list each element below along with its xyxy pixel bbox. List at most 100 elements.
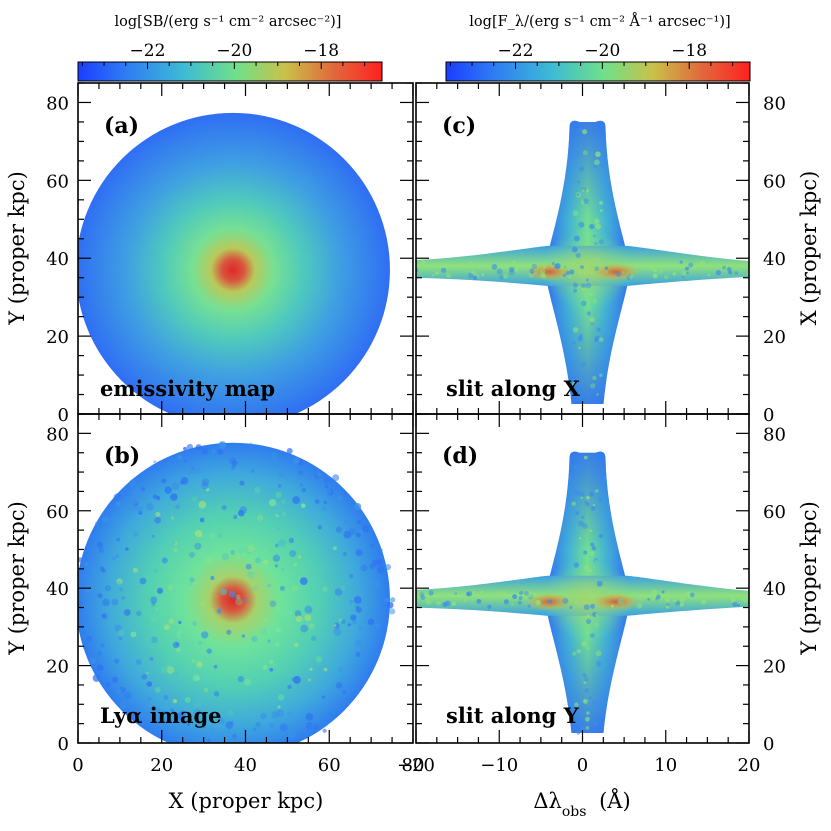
speckle bbox=[435, 600, 441, 606]
speckle bbox=[664, 275, 669, 280]
speckle bbox=[575, 511, 580, 515]
speckle bbox=[193, 536, 202, 545]
speckle bbox=[190, 466, 195, 471]
speckle bbox=[588, 529, 593, 533]
speckle bbox=[72, 617, 77, 622]
speckle bbox=[581, 515, 585, 519]
speckle bbox=[581, 374, 584, 378]
speckle bbox=[304, 605, 313, 614]
speckle bbox=[679, 260, 683, 264]
speckle bbox=[294, 642, 299, 647]
speckle bbox=[99, 566, 105, 571]
speckle bbox=[177, 454, 183, 460]
speckle bbox=[180, 476, 189, 485]
speckle bbox=[256, 514, 264, 521]
speckle bbox=[353, 596, 362, 604]
speckle bbox=[581, 362, 587, 368]
speckle bbox=[679, 593, 683, 597]
speckle bbox=[375, 623, 380, 628]
speckle bbox=[617, 598, 624, 605]
speckle bbox=[389, 597, 396, 603]
speckle bbox=[141, 674, 148, 680]
speckle bbox=[337, 495, 343, 501]
speckle bbox=[116, 537, 121, 542]
speckle bbox=[167, 584, 174, 591]
speckle bbox=[343, 530, 352, 539]
y-tick-label: 0 bbox=[763, 734, 774, 755]
speckle bbox=[379, 548, 384, 552]
x-axis-title-left: X (proper kpc) bbox=[169, 789, 324, 813]
speckle bbox=[577, 336, 583, 342]
speckle bbox=[279, 723, 288, 732]
panel-b-speckles bbox=[72, 441, 396, 753]
speckle bbox=[117, 629, 125, 637]
speckle bbox=[575, 252, 581, 258]
speckle bbox=[198, 640, 203, 645]
speckle bbox=[292, 640, 297, 645]
speckle bbox=[594, 338, 598, 343]
speckle bbox=[572, 210, 579, 216]
speckle bbox=[371, 559, 379, 566]
speckle bbox=[91, 565, 99, 573]
speckle bbox=[431, 273, 435, 277]
speckle bbox=[287, 711, 292, 716]
colorbar-right-tick-label: −22 bbox=[498, 41, 534, 61]
speckle bbox=[476, 598, 482, 604]
speckle bbox=[204, 658, 212, 665]
speckle bbox=[226, 629, 232, 635]
speckle bbox=[580, 300, 587, 307]
y-axis-title-top-right: X (proper kpc) bbox=[797, 171, 821, 326]
x-axis-title-right: Δλobs (Å) bbox=[533, 788, 630, 820]
speckle bbox=[565, 270, 570, 275]
speckle bbox=[173, 548, 178, 553]
speckle bbox=[572, 651, 577, 656]
speckle bbox=[237, 675, 245, 683]
speckle bbox=[589, 551, 595, 557]
speckle bbox=[278, 471, 285, 478]
speckle bbox=[539, 272, 546, 278]
speckle bbox=[466, 591, 471, 597]
speckle bbox=[463, 599, 467, 602]
speckle bbox=[599, 201, 603, 205]
panel-b: (b) Lyα image bbox=[72, 441, 396, 753]
speckle bbox=[154, 516, 161, 524]
speckle bbox=[467, 272, 474, 279]
speckle bbox=[578, 270, 582, 275]
speckle bbox=[325, 488, 332, 495]
colorbar-right-title: log[F_λ/(erg s⁻¹ cm⁻² Å⁻¹ arcsec⁻¹)] bbox=[469, 12, 730, 30]
speckle bbox=[499, 275, 504, 280]
speckle bbox=[651, 597, 655, 601]
speckle bbox=[205, 557, 213, 565]
speckle bbox=[732, 598, 736, 602]
speckle bbox=[156, 587, 164, 594]
speckle bbox=[568, 275, 572, 279]
speckle bbox=[271, 711, 279, 719]
speckle bbox=[252, 727, 257, 732]
speckle bbox=[274, 641, 281, 648]
speckle bbox=[119, 702, 127, 710]
speckle bbox=[598, 239, 605, 245]
speckle bbox=[114, 658, 120, 664]
speckle bbox=[275, 491, 282, 498]
speckle bbox=[288, 537, 294, 543]
y-tick-label: 80 bbox=[763, 93, 786, 114]
speckle bbox=[292, 496, 301, 504]
speckle bbox=[276, 527, 280, 531]
speckle bbox=[581, 641, 588, 647]
speckle bbox=[592, 503, 596, 507]
speckle bbox=[593, 558, 599, 563]
speckle bbox=[562, 273, 567, 278]
speckle bbox=[207, 738, 211, 743]
speckle bbox=[227, 747, 233, 753]
speckle bbox=[96, 664, 104, 671]
speckle bbox=[681, 271, 687, 276]
speckle bbox=[155, 708, 162, 714]
colorbar-left: log[SB/(erg s⁻¹ cm⁻² arcsec⁻²)] −22 −20 −1… bbox=[77, 14, 383, 82]
speckle bbox=[584, 676, 589, 682]
speckle bbox=[341, 689, 348, 695]
speckle bbox=[594, 159, 600, 166]
speckle bbox=[655, 598, 658, 601]
speckle bbox=[161, 478, 167, 484]
speckle bbox=[575, 151, 580, 156]
speckle bbox=[161, 710, 166, 715]
